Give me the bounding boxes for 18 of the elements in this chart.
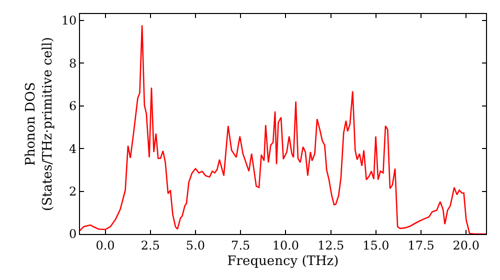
x-tick-label: 0.0: [96, 238, 115, 252]
x-tick-label: 10.0: [272, 238, 300, 252]
x-tick-label: 20.0: [452, 238, 480, 252]
y-tick-label: 4: [68, 142, 77, 156]
line-series: [80, 24, 486, 234]
x-tick-label: 15.0: [362, 238, 390, 252]
y-tick-label: 0: [68, 227, 77, 242]
x-tick-label: 7.5: [231, 238, 250, 252]
y-tick-label: 2: [68, 184, 77, 198]
y-tick-label: 8: [68, 56, 77, 70]
x-axis-title: Frequency (THz): [227, 254, 339, 269]
y-tick-label: 6: [68, 99, 77, 114]
x-tick-label: 17.5: [408, 238, 434, 252]
x-tick-label: 5.0: [186, 238, 206, 252]
x-tick-label: 12.5: [317, 238, 344, 252]
x-tick-label: 2.5: [140, 238, 160, 252]
y-tick-label: 10: [61, 14, 77, 28]
y-axis-title: Phonon DOS (States/THz·primitive cell): [23, 36, 56, 212]
